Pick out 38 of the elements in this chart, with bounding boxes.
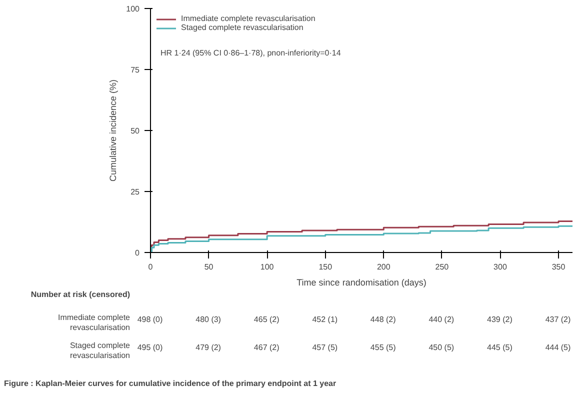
text: Immediate complete revascularisation — [56, 313, 130, 333]
x-tick-label: 250 — [435, 262, 450, 272]
annotation: HR 1·24 (95% CI 0·86–1·78), pnon-inferiority=0·14 — [160, 48, 342, 58]
legend-label: Staged complete revascularisation — [181, 23, 304, 32]
text: Number at risk (censored) — [30, 290, 130, 300]
text: 444 (5) — [545, 342, 571, 354]
x-tick-label: 100 — [260, 262, 274, 272]
text: 465 (2) — [254, 314, 280, 326]
text: 457 (5) — [312, 342, 338, 354]
text: Figure : Kaplan-Meier curves for cumulative incidence of the primary endpoint at 1 year — [4, 378, 336, 390]
x-tick-label: 300 — [494, 262, 508, 272]
text: 448 (2) — [370, 314, 396, 326]
x-tick-label: 50 — [204, 262, 214, 272]
text: 495 (0) — [137, 342, 163, 354]
text: 445 (5) — [487, 342, 512, 354]
text: 450 (5) — [428, 342, 454, 354]
y-tick-label: 100 — [126, 4, 140, 14]
x-tick-label: 0 — [148, 262, 154, 272]
y-axis-title: Cumulative incidence (%) — [108, 79, 118, 182]
text: Staged complete revascularisation — [68, 341, 130, 361]
y-tick-label: 25 — [130, 188, 140, 196]
legend-label: Immediate complete revascularisation — [181, 14, 316, 23]
text: 437 (2) — [545, 314, 571, 326]
text: 479 (2) — [196, 342, 221, 354]
text: 439 (2) — [487, 314, 512, 326]
x-axis-title: Time since randomisation (days) — [296, 278, 426, 288]
text: 480 (3) — [196, 314, 221, 326]
x-tick-label: 150 — [318, 262, 333, 272]
text: 452 (1) — [312, 314, 338, 326]
y-tick-label: 0 — [135, 248, 140, 258]
text: 467 (2) — [254, 342, 280, 354]
text: 498 (0) — [137, 314, 163, 326]
x-tick-label: 200 — [376, 262, 391, 272]
y-tick-label: 50 — [130, 126, 140, 136]
x-tick-label: 350 — [552, 262, 566, 272]
y-tick-label: 75 — [130, 66, 140, 74]
text: 455 (5) — [370, 342, 396, 354]
text: 440 (2) — [428, 314, 454, 326]
